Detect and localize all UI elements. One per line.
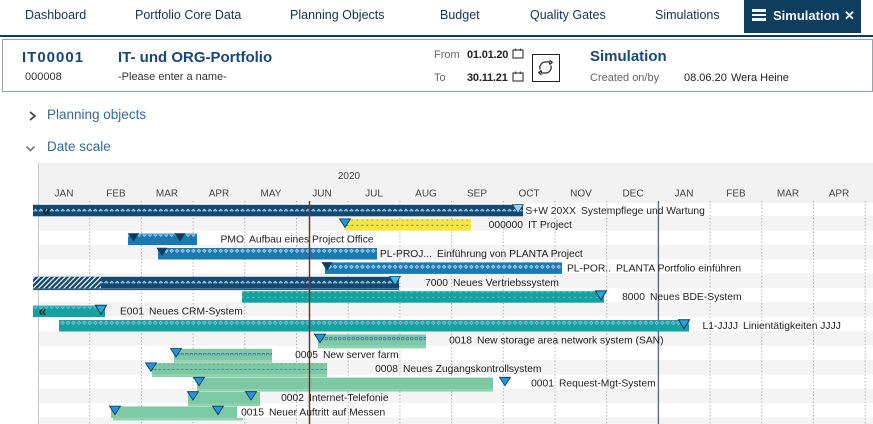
- svg-text:«: «: [43, 204, 51, 220]
- svg-text:Einführung von PLANTA Project: Einführung von PLANTA Project: [437, 249, 583, 260]
- svg-text:000000: 000000: [489, 220, 524, 231]
- svg-text:New server farm: New server farm: [323, 350, 399, 361]
- svg-text:PLANTA Portfolio einführen: PLANTA Portfolio einführen: [616, 263, 741, 274]
- svg-text:0015: 0015: [241, 407, 264, 418]
- svg-text:IT Project: IT Project: [528, 220, 572, 231]
- svg-text:FEB: FEB: [106, 189, 126, 200]
- svg-text:FEB: FEB: [726, 189, 746, 200]
- svg-text:«: «: [39, 304, 47, 320]
- svg-text:Neues Zugangskontrollsystem: Neues Zugangskontrollsystem: [403, 364, 542, 375]
- svg-text:Neues CRM-System: Neues CRM-System: [149, 307, 243, 318]
- svg-text:S+W 20XX: S+W 20XX: [525, 206, 576, 217]
- svg-text:7000: 7000: [425, 278, 448, 289]
- svg-text:Neues BDE-System: Neues BDE-System: [650, 292, 742, 303]
- svg-text:New storage area network syste: New storage area network system (SAN): [477, 335, 664, 346]
- svg-text:Neuer Auftritt auf Messen: Neuer Auftritt auf Messen: [269, 407, 385, 418]
- svg-text:JUL: JUL: [365, 189, 383, 200]
- svg-text:MAR: MAR: [156, 189, 178, 200]
- svg-text:MAY: MAY: [261, 189, 282, 200]
- svg-text:Aufbau eines Project Office: Aufbau eines Project Office: [249, 235, 374, 246]
- svg-text:APR: APR: [209, 189, 230, 200]
- svg-text:JUN: JUN: [312, 189, 331, 200]
- svg-text:0005: 0005: [295, 350, 318, 361]
- svg-text:Internet-Telefonie: Internet-Telefonie: [309, 393, 389, 404]
- svg-text:0008: 0008: [375, 364, 398, 375]
- svg-text:DEC: DEC: [622, 189, 643, 200]
- svg-text:Request-Mgt-System: Request-Mgt-System: [559, 379, 656, 390]
- svg-text:NOV: NOV: [570, 189, 592, 200]
- svg-text:JAN: JAN: [675, 189, 694, 200]
- svg-text:PL-PROJ...: PL-PROJ...: [380, 249, 432, 260]
- svg-text:Neues Vertriebssystem: Neues Vertriebssystem: [453, 278, 559, 289]
- svg-text:E001: E001: [120, 307, 144, 318]
- svg-text:L1-JJJJ: L1-JJJJ: [703, 321, 738, 332]
- svg-text:OCT: OCT: [518, 189, 539, 200]
- svg-text:SEP: SEP: [467, 189, 487, 200]
- svg-text:8000: 8000: [622, 292, 645, 303]
- svg-text:PMO: PMO: [221, 235, 244, 246]
- svg-text:JAN: JAN: [55, 189, 74, 200]
- svg-text:MAR: MAR: [777, 189, 799, 200]
- svg-text:Systempflege und Wartung: Systempflege und Wartung: [581, 206, 705, 217]
- svg-text:AUG: AUG: [415, 189, 437, 200]
- svg-text:APR: APR: [829, 189, 850, 200]
- svg-text:2020: 2020: [338, 171, 361, 182]
- svg-text:0001: 0001: [531, 379, 554, 390]
- svg-text:0018: 0018: [449, 335, 472, 346]
- svg-text:0002: 0002: [281, 393, 304, 404]
- svg-text:Linientätigkeiten JJJJ: Linientätigkeiten JJJJ: [743, 321, 841, 332]
- svg-text:PL-POR..: PL-POR..: [567, 263, 611, 274]
